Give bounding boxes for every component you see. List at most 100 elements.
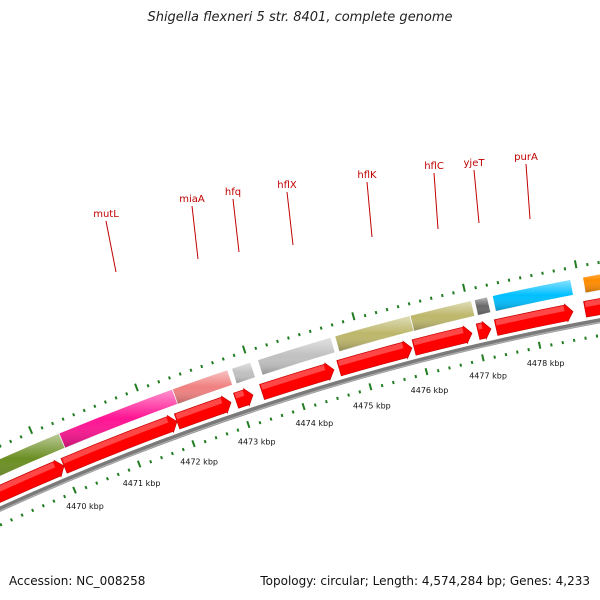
outer-tick	[114, 396, 118, 400]
gene-label[interactable]: mutL	[93, 209, 119, 220]
outer-tick	[351, 312, 356, 321]
scale-tick	[246, 420, 251, 429]
scale-tick	[504, 352, 508, 357]
outer-tick	[563, 267, 567, 271]
scale-tick	[191, 440, 196, 448]
gene-label[interactable]: yjeT	[464, 158, 486, 169]
outer-tick	[51, 421, 55, 426]
scale-label: 4476 kbp	[411, 386, 449, 395]
gene-label[interactable]: hflK	[357, 170, 377, 181]
backbone-highlight	[0, 321, 600, 512]
cds-arrow[interactable]	[583, 292, 600, 318]
cds-arrow-shine	[413, 327, 464, 346]
scale-tick	[537, 341, 542, 349]
backbone-track	[0, 318, 600, 512]
scale-tick	[41, 503, 45, 508]
scale-tick	[31, 508, 35, 513]
outer-tick	[287, 336, 290, 340]
outer-tick	[474, 285, 477, 290]
cds-arrow[interactable]	[233, 387, 254, 409]
scale-tick	[313, 403, 317, 407]
cds-arrow[interactable]	[493, 303, 574, 336]
cds-arrow[interactable]	[475, 320, 492, 341]
outer-tick	[363, 313, 367, 318]
feature-shade	[257, 337, 336, 376]
scale-tick	[414, 374, 418, 379]
outer-tick	[407, 302, 411, 306]
scale-track: 4470 kbp 4471 kbp 4472 kbp 4473 kbp 4474 kbp…	[0, 334, 599, 527]
scale-tick	[516, 350, 519, 354]
outer-tick	[330, 323, 334, 327]
cds-arrow[interactable]	[0, 459, 65, 510]
gene-leader-line	[433, 172, 439, 230]
cds-arrow[interactable]	[259, 362, 335, 401]
scale-tick	[9, 518, 14, 522]
scale-tick	[52, 499, 56, 503]
scale-tick	[391, 380, 395, 385]
scale-tick	[72, 486, 77, 494]
cds-arrow[interactable]	[411, 325, 473, 356]
scale-tick	[20, 513, 24, 517]
scale-tick	[336, 396, 339, 401]
outer-tick	[586, 262, 589, 267]
cds-arrow-shine	[260, 364, 326, 390]
cds-arrow[interactable]	[60, 414, 178, 474]
scale-label: 4477 kbp	[469, 372, 507, 381]
outer-tick	[189, 368, 193, 372]
scale-tick	[291, 410, 295, 414]
scale-tick	[203, 439, 207, 444]
outer-tick	[9, 439, 13, 444]
cds-track	[0, 292, 600, 510]
gene-label[interactable]: hflX	[277, 180, 297, 191]
cds-arrow-shine	[337, 342, 404, 366]
feature-shade	[231, 362, 256, 384]
scale-tick	[236, 428, 240, 432]
scale-tick	[358, 390, 362, 394]
scale-tick	[595, 334, 599, 338]
outer-tick	[125, 392, 129, 396]
gene-label[interactable]: miaA	[179, 194, 205, 205]
outer-tick	[134, 383, 139, 392]
outer-tick	[541, 271, 544, 275]
outer-tick	[178, 372, 182, 376]
scale-tick	[84, 485, 88, 490]
outer-tick	[573, 260, 578, 269]
scale-tick	[0, 522, 3, 527]
scale-tick	[403, 377, 406, 382]
backbone-arc	[0, 318, 600, 512]
scale-tick	[280, 413, 284, 418]
outer-tick	[518, 276, 522, 280]
scale-tick	[105, 476, 109, 481]
cds-arrow[interactable]	[336, 340, 413, 377]
feature-track	[0, 273, 600, 477]
outer-tick	[200, 364, 204, 369]
outer-tick	[418, 299, 422, 303]
feature-shade	[0, 433, 66, 477]
scale-label: 4472 kbp	[180, 457, 218, 466]
gene-leader-line	[366, 181, 373, 238]
scale-tick	[269, 417, 273, 421]
outer-tick	[552, 269, 555, 273]
scale-tick	[170, 451, 174, 456]
gene-label[interactable]: purA	[514, 152, 538, 163]
gene-label[interactable]: hflC	[424, 161, 444, 172]
scale-tick	[258, 420, 262, 425]
feature-shade	[334, 315, 414, 352]
feature-shade	[582, 273, 600, 293]
scale-label: 4470 kbp	[66, 502, 104, 511]
outer-tick	[19, 435, 23, 439]
gene-label[interactable]: hfq	[225, 187, 241, 198]
gene-leader-line	[286, 191, 294, 246]
cds-arrow[interactable]	[173, 395, 232, 430]
scale-tick	[561, 340, 565, 345]
map-title: Shigella flexneri 5 str. 8401, complete …	[147, 10, 453, 25]
outer-tick	[221, 357, 225, 361]
scale-tick	[225, 432, 229, 436]
feature-shade	[410, 300, 475, 331]
scale-label: 4475 kbp	[353, 402, 391, 411]
feature-shade	[58, 389, 178, 449]
feature-shade	[492, 279, 574, 312]
outer-tick	[308, 329, 312, 334]
